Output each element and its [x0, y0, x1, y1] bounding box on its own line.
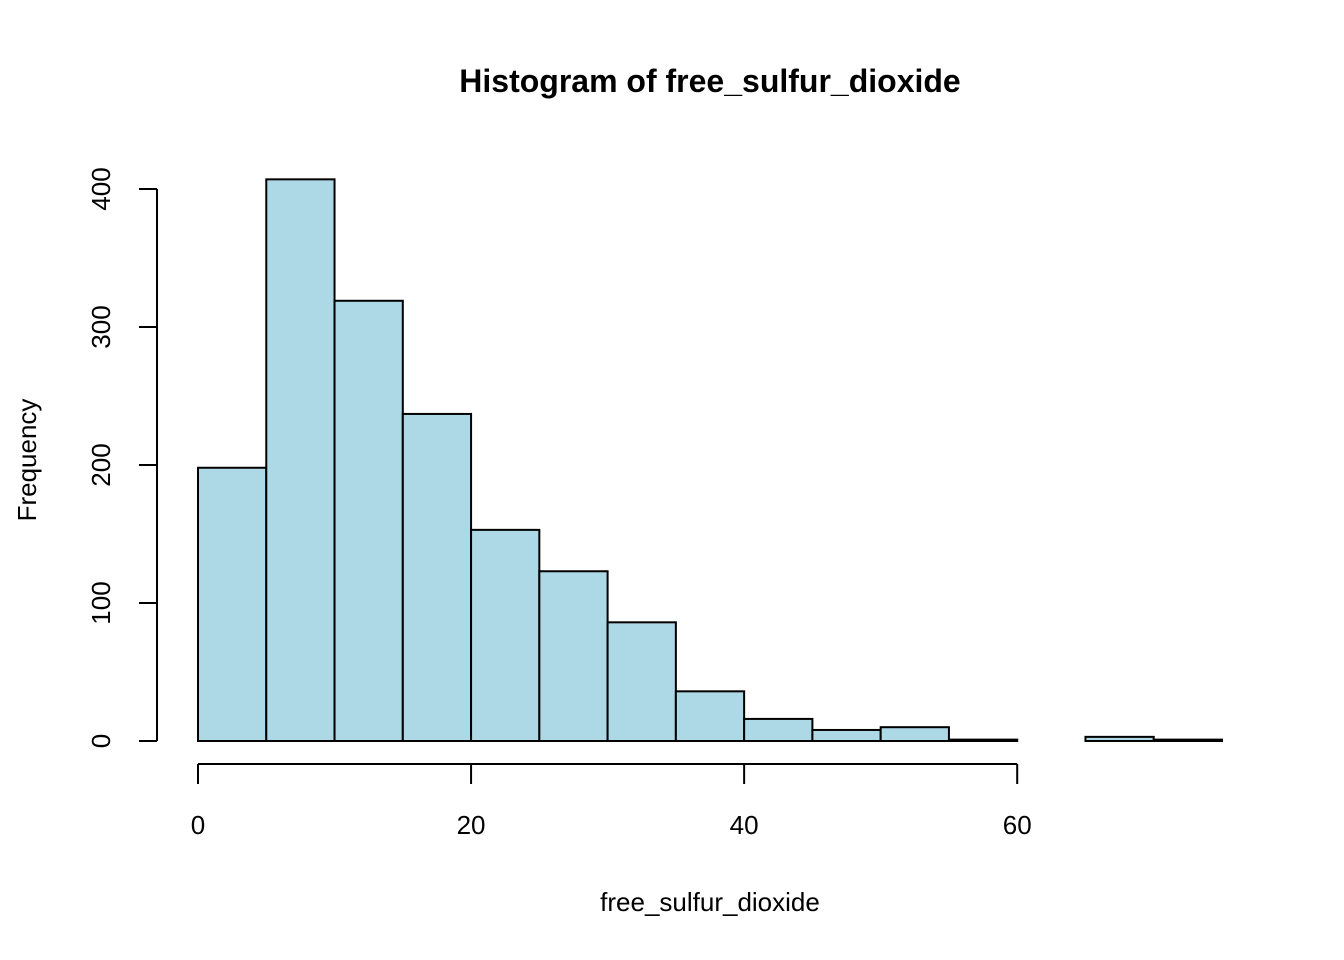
- histogram-bar: [1152, 738, 1223, 742]
- histogram-bar: [265, 178, 336, 742]
- histogram-bar: [538, 570, 609, 743]
- histogram-bar: [401, 412, 473, 742]
- y-tick-label: 0: [86, 734, 116, 748]
- histogram-bar: [470, 528, 541, 742]
- histogram-bar: [1084, 735, 1155, 742]
- bars-group: [197, 178, 1223, 743]
- y-tick-label: 200: [86, 443, 116, 486]
- histogram-bar: [606, 621, 677, 743]
- histogram-bar: [333, 299, 404, 742]
- x-tick-label: 60: [1003, 810, 1032, 840]
- y-axis: 0 100 200 300 400: [86, 167, 158, 748]
- y-axis-label: Frequency: [12, 399, 42, 522]
- histogram-bar: [811, 728, 882, 743]
- chart-title: Histogram of free_sulfur_dioxide: [459, 63, 960, 99]
- x-axis-label: free_sulfur_dioxide: [600, 887, 820, 917]
- y-tick-label: 300: [86, 305, 116, 348]
- x-axis: 0 20 40 60: [191, 763, 1032, 840]
- histogram-bar: [879, 726, 950, 743]
- y-tick-label: 400: [86, 167, 116, 210]
- x-tick-label: 40: [730, 810, 759, 840]
- histogram-bar: [743, 717, 814, 742]
- x-tick-label: 0: [191, 810, 205, 840]
- histogram-bar: [197, 466, 268, 742]
- y-tick-label: 100: [86, 581, 116, 624]
- histogram-bar: [674, 690, 746, 743]
- histogram-bar: [947, 738, 1019, 742]
- x-tick-label: 20: [457, 810, 486, 840]
